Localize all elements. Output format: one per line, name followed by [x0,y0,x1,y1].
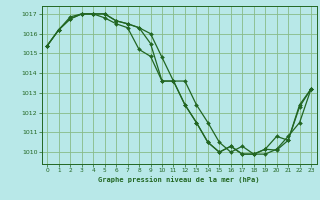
X-axis label: Graphe pression niveau de la mer (hPa): Graphe pression niveau de la mer (hPa) [99,176,260,183]
